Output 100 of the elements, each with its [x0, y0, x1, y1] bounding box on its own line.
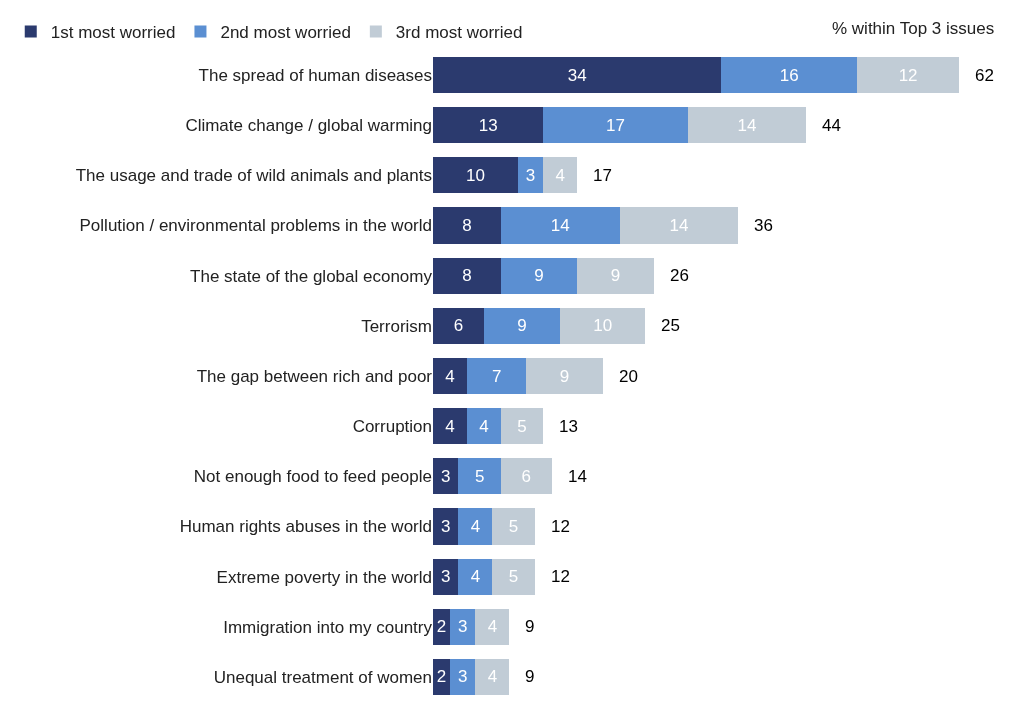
data-label: 14 [737, 115, 757, 135]
y-tick-label: Pollution / environmental problems in the world [79, 216, 432, 236]
data-label: 13 [478, 115, 498, 135]
y-tick-label: The spread of human diseases [198, 66, 432, 86]
bar [492, 558, 535, 595]
bar [500, 207, 620, 244]
bar [619, 207, 739, 244]
legend-label: 1st most worried [50, 23, 176, 43]
total-label: 25 [661, 316, 680, 335]
data-label: 14 [550, 216, 570, 236]
data-label: 2 [436, 667, 447, 687]
data-label: 4 [487, 667, 498, 687]
bar [433, 207, 501, 244]
data-label: 3 [457, 617, 468, 637]
total-label: 9 [525, 667, 535, 686]
bar [433, 458, 459, 495]
y-tick-label: Climate change / global warming [185, 116, 432, 136]
bar [560, 307, 646, 344]
bar [500, 257, 578, 294]
data-label: 4 [487, 617, 498, 637]
bar [466, 408, 501, 445]
bar [687, 107, 807, 144]
total-label: 17 [593, 166, 612, 185]
data-label: 8 [462, 266, 472, 286]
bar [721, 57, 858, 94]
bar [492, 508, 535, 545]
bar [433, 357, 467, 395]
bar [433, 107, 544, 144]
legend-label: 2nd most worried [220, 23, 351, 43]
bar [433, 157, 518, 194]
total-label: 26 [670, 266, 689, 285]
bar [433, 408, 467, 445]
data-label: 5 [474, 466, 485, 486]
data-label: 10 [593, 316, 613, 336]
data-label: 5 [508, 567, 519, 587]
bar [517, 157, 544, 194]
bar [857, 57, 959, 94]
legend-label: 3rd most worried [395, 23, 523, 43]
total-label: 9 [525, 617, 535, 636]
data-label: 4 [470, 567, 481, 587]
data-label: 17 [605, 115, 625, 135]
data-label: 7 [491, 366, 502, 386]
y-tick-label: Not enough food to feed people [193, 467, 432, 487]
bar [433, 508, 459, 545]
data-label: 8 [462, 216, 472, 236]
bar [458, 558, 493, 595]
data-label: 34 [567, 65, 587, 85]
data-label: 5 [517, 416, 527, 436]
total-label: 62 [975, 66, 994, 85]
bar [475, 608, 510, 645]
data-label: 10 [465, 165, 485, 185]
total-label: 20 [619, 367, 638, 386]
bar [500, 408, 544, 445]
y-tick-label: Terrorism [361, 316, 432, 336]
data-label: 3 [440, 516, 451, 536]
y-tick-label: Corruption [352, 417, 432, 437]
total-label: 14 [568, 467, 587, 486]
bar [500, 458, 552, 495]
bar [433, 307, 484, 344]
data-label: 6 [521, 466, 532, 486]
data-label: 6 [453, 316, 464, 336]
total-label: 44 [822, 116, 841, 135]
total-label: 12 [551, 517, 570, 536]
y-tick-label: The gap between rich and poor [196, 366, 433, 386]
bar [543, 107, 688, 144]
data-label: 9 [517, 316, 527, 336]
bar [543, 157, 578, 194]
text: % within Top 3 issues [832, 19, 995, 38]
bar [433, 558, 459, 595]
data-label: 4 [470, 516, 481, 536]
data-label: 3 [525, 165, 536, 185]
data-label: 14 [669, 216, 689, 236]
data-label: 4 [555, 165, 565, 185]
data-label: 9 [610, 266, 621, 286]
bar [433, 57, 722, 94]
data-label: 3 [440, 567, 451, 587]
y-tick-label: The state of the global economy [190, 266, 433, 286]
bar [577, 257, 654, 294]
bar [483, 307, 561, 344]
bar [458, 458, 501, 495]
bar [458, 508, 493, 545]
bar [466, 357, 527, 395]
bar [449, 608, 476, 645]
bar [433, 257, 501, 294]
data-label: 4 [445, 416, 455, 436]
bar [449, 658, 476, 695]
y-tick-label: Extreme poverty in the world [216, 567, 432, 587]
data-label: 2 [436, 617, 447, 637]
data-label: 16 [779, 65, 799, 85]
y-tick-label: Unequal treatment of women [213, 667, 432, 687]
data-label: 12 [898, 65, 918, 85]
data-label: 9 [534, 266, 544, 286]
total-label: 36 [754, 216, 773, 235]
data-label: 3 [440, 466, 451, 486]
y-tick-label: Immigration into my country [223, 617, 433, 637]
total-label: 13 [559, 417, 578, 436]
y-tick-label: Human rights abuses in the world [179, 517, 432, 537]
y-tick-label: The usage and trade of wild animals and plants [75, 166, 432, 186]
total-label: 12 [551, 567, 570, 586]
data-label: 9 [559, 366, 570, 386]
